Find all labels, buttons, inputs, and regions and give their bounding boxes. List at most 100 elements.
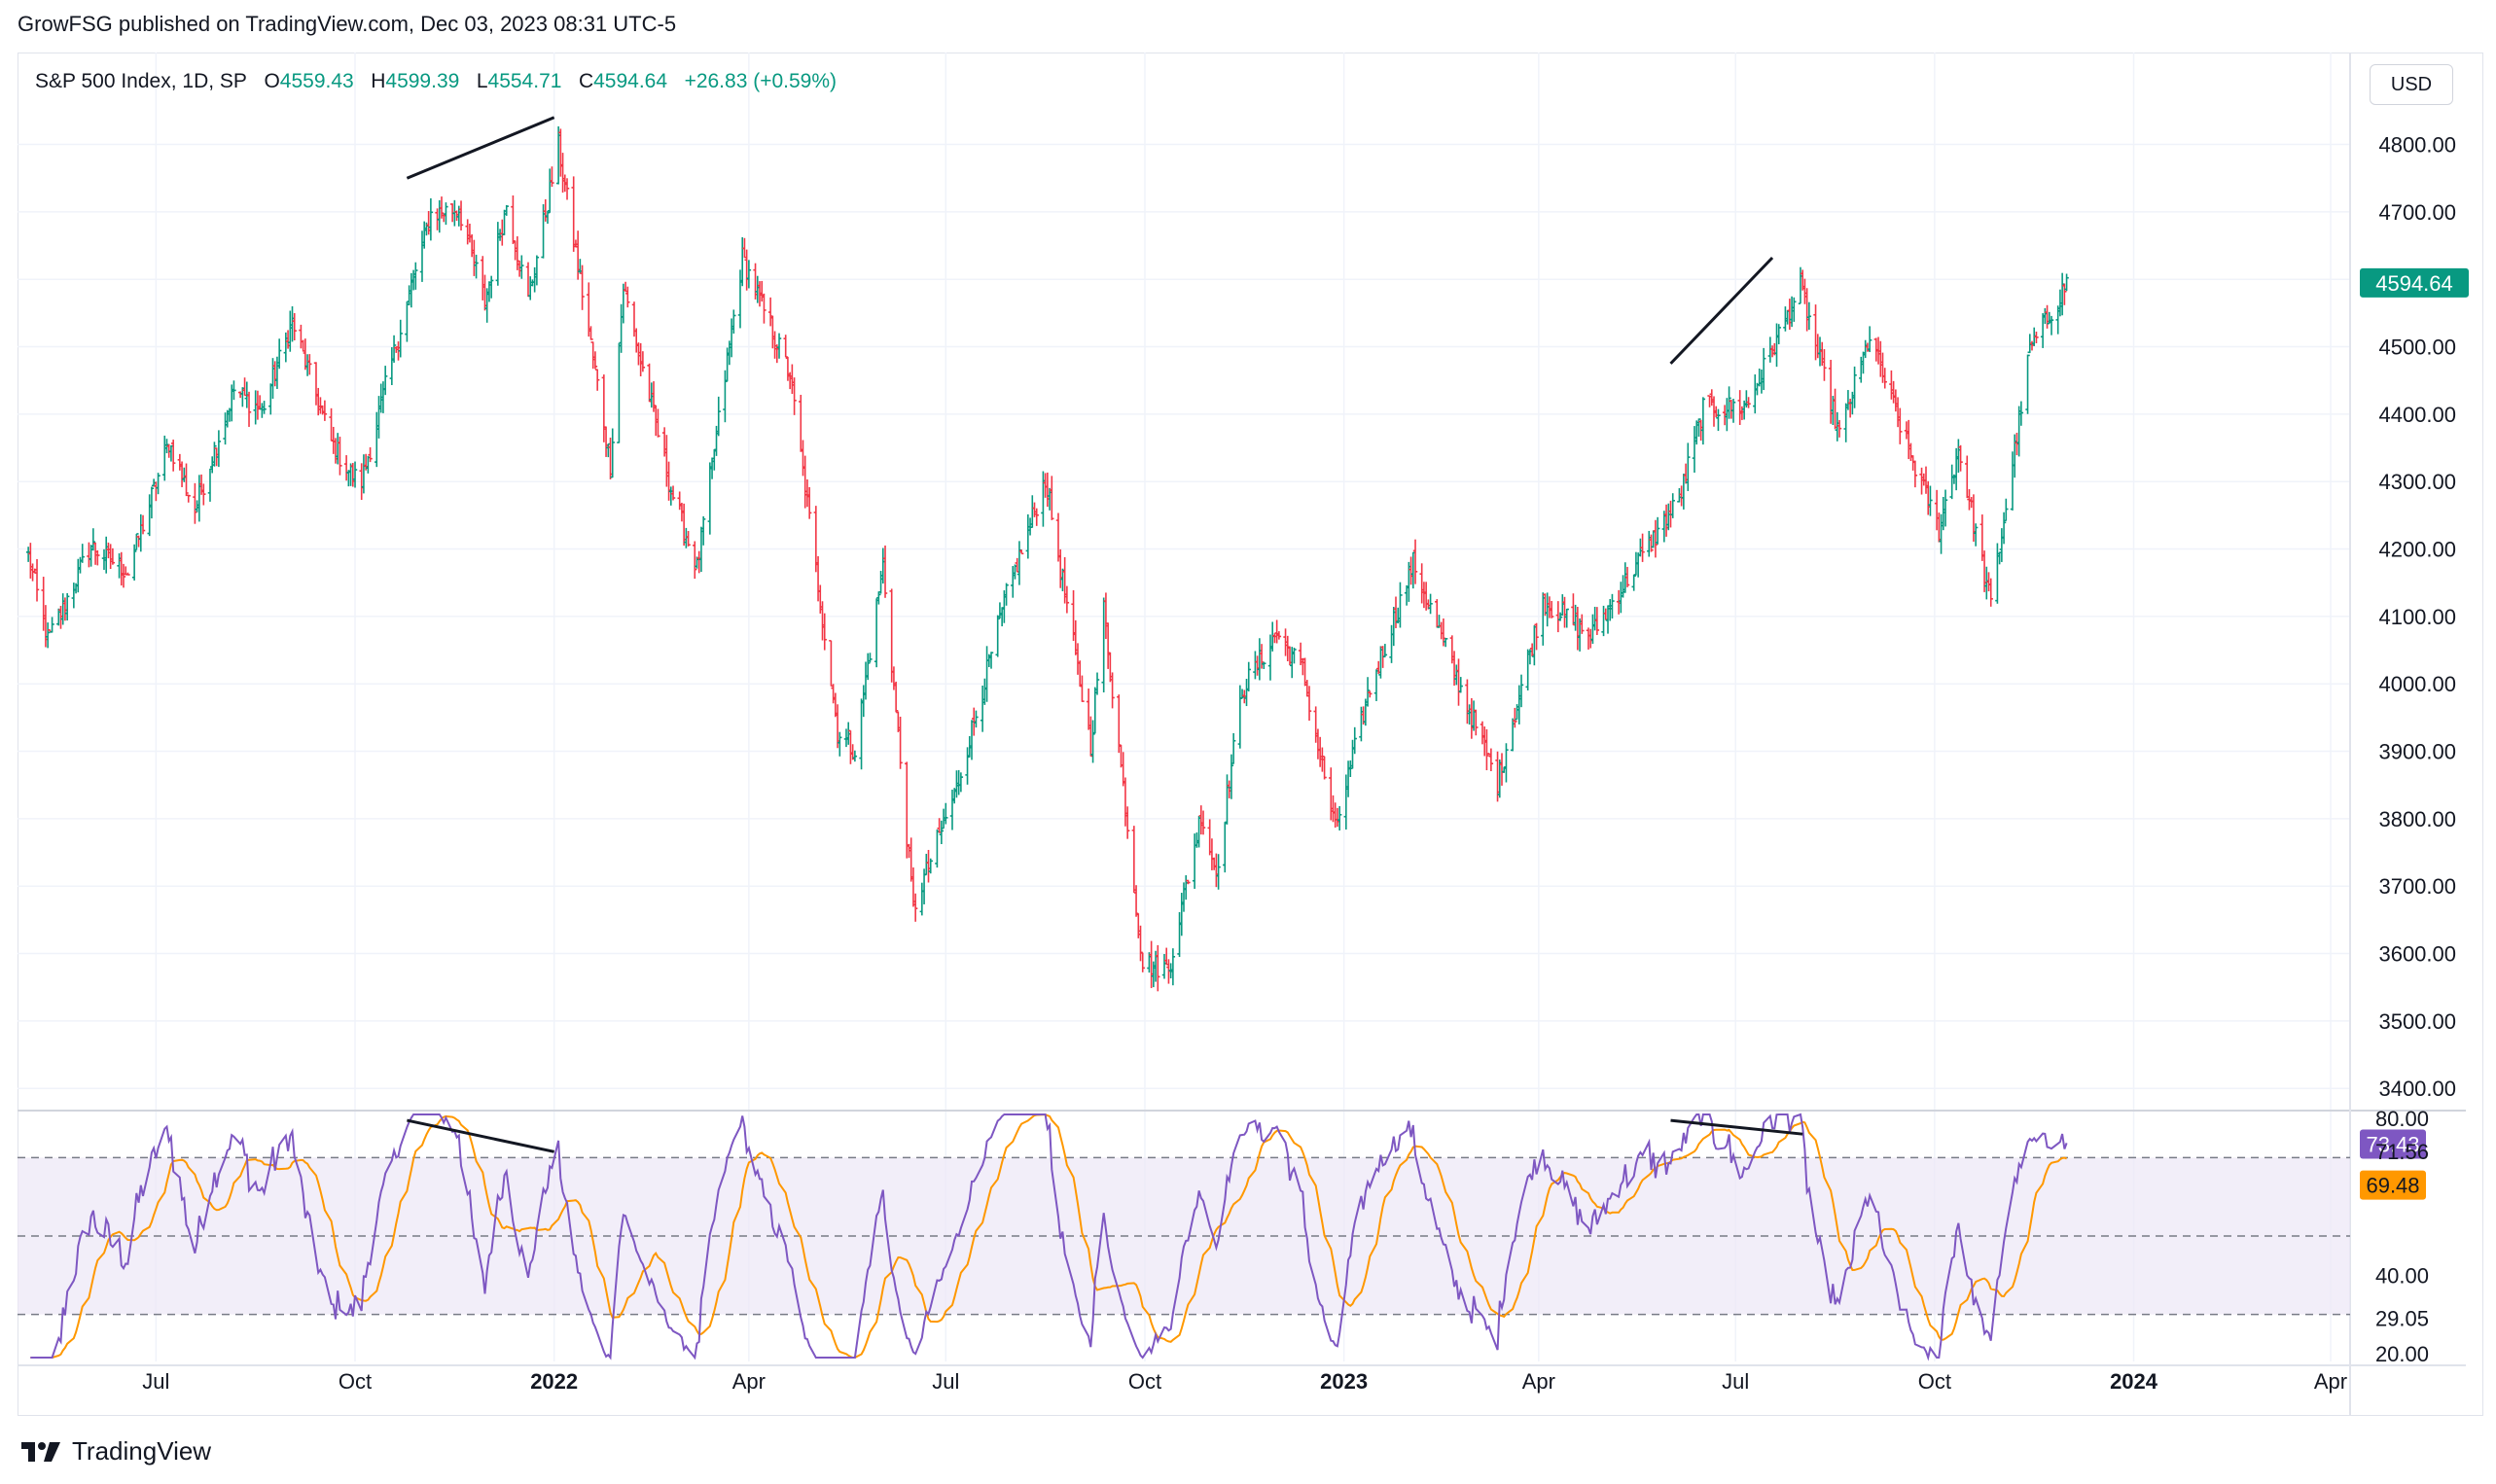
ohlc-bar [1631,574,1636,591]
y-tick-label: 4100.00 [2378,605,2456,629]
ohlc-bar [110,548,116,565]
chart-frame [18,53,2483,1416]
ohlc-bar [1513,707,1517,728]
ohlc-bar [731,309,736,335]
ohlc-bar [1973,523,1979,547]
price-tag-bg [2360,1129,2426,1159]
ohlc-bar [1534,622,1539,651]
x-tick-label: Oct [1918,1369,1951,1394]
ohlc-bar [1700,397,1706,445]
ohlc-bar [2064,273,2069,292]
footer: TradingView [19,1436,211,1466]
publisher-line: GrowFSG published on TradingView.com, De… [18,12,677,36]
ohlc-bar [90,528,96,551]
ohlc-bar [2004,498,2009,522]
x-tick-label: Apr [2314,1369,2347,1394]
ohlc-bar [1776,324,1781,345]
ohlc-bar [232,380,236,401]
grid-lines [18,53,2466,1416]
ohlc-bar [2049,315,2054,336]
ohlc-bar [1322,756,1327,780]
ohlc-bar [207,468,213,502]
ohlc-bar [519,255,524,279]
rsi-value-label: 29.05 [2375,1306,2429,1330]
ohlc-bar [1292,647,1297,664]
ohlc-bar [398,319,403,358]
ohlc-bar [1696,418,1701,438]
ohlc-bar [1276,631,1282,640]
ohlc-bar [428,197,434,241]
ohlc-bar [670,485,676,501]
ohlc-bar [1352,726,1357,755]
ohlc-bar [1474,709,1479,736]
price-tag-text: 73.43 [2366,1133,2419,1157]
rsi-tick-label: 80.00 [2375,1107,2429,1131]
ohlc-bar [352,461,358,488]
ohlc-bar [1988,578,1993,607]
ohlc-bar [50,617,54,633]
x-tick-label: Apr [732,1369,766,1394]
ohlc-bar [1594,607,1600,635]
ohlc-bar [391,335,397,363]
ohlc-bar [656,408,660,438]
close-value: 4594.64 [593,70,668,92]
ohlc-bar [140,514,146,535]
ohlc-bar [1382,644,1388,658]
ohlc-bar [1337,805,1342,830]
ohlc-bar [1110,672,1115,709]
rsi-tick-label: 20.00 [2375,1342,2429,1366]
ohlc-bar [1124,806,1130,839]
y-tick-label: 3600.00 [2378,942,2456,967]
ohlc-bar [1549,600,1554,618]
ohlc-legend: S&P 500 Index, 1D, SP O4559.43 H4599.39 … [35,70,837,93]
ohlc-bar [928,858,933,874]
price-tag-bg [2360,1170,2426,1200]
ohlc-bar [876,591,881,605]
ohlc-bar [212,442,217,467]
ohlc-bar [338,437,342,476]
ohlc-bar [1624,566,1630,587]
x-tick-label: Oct [1128,1369,1161,1394]
ohlc-bar [64,592,70,621]
ohlc-bar [866,653,871,681]
ohlc-bar [534,255,540,286]
axes: Jul Oct 2022 Apr Jul Oct 2023 Apr Jul Oct 2024 Apr 4… [142,133,2456,1394]
ohlc-bar [307,354,312,375]
ohlc-bar [405,300,410,342]
ohlc-bar [439,196,445,219]
price-tag-text: 4594.64 [2375,271,2453,296]
ohlc-bar [1557,612,1563,621]
ohlc-bar [1640,533,1645,562]
rsi-ma-line [30,1113,2068,1359]
ohlc-bar [610,428,615,478]
ohlc-bar [80,544,85,563]
ohlc-bar [1080,675,1085,702]
ohlc-bar [131,544,137,581]
ohlc-bar [776,333,782,359]
rsi-tick-label: 40.00 [2375,1263,2429,1288]
y-tick-label: 4400.00 [2378,403,2456,427]
ohlc-bar [912,893,918,922]
ohlc-bar [170,440,176,472]
ohlc-bar [625,286,630,308]
currency-button[interactable]: USD [2370,64,2453,105]
ohlc-bar [34,558,40,602]
low-label: L [476,70,488,92]
ohlc-bar [1156,944,1160,992]
ohlc-bar [186,494,191,503]
ohlc-bar [1117,694,1122,754]
ohlc-bar [201,483,206,506]
tradingview-logo-icon[interactable] [19,1439,62,1465]
ohlc-bar [762,293,767,324]
symbol-label: S&P 500 Index, 1D, SP [35,70,247,92]
y-tick-label: 4200.00 [2378,538,2456,562]
ohlc-bar [184,463,189,497]
ohlc-bar [1882,368,1887,389]
ohlc-bar [1018,549,1024,555]
ohlc-bar [939,820,945,844]
ohlc-bar [2025,354,2030,414]
ohlc-bar [1730,399,1736,423]
y-tick-label: 3400.00 [2378,1077,2456,1101]
ohlc-bar [640,351,646,372]
